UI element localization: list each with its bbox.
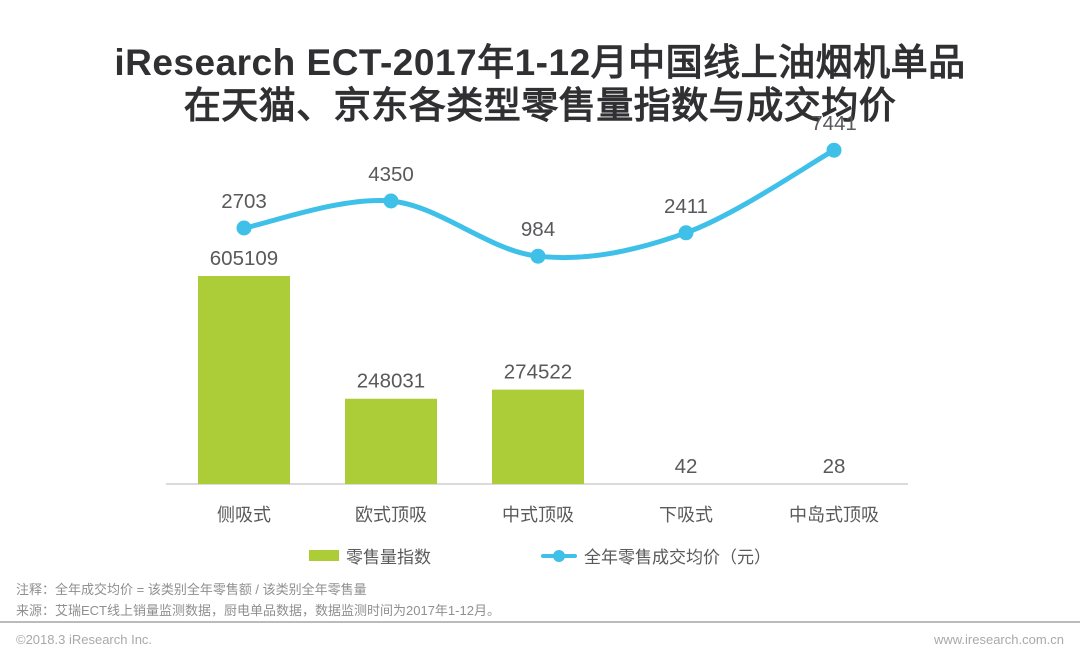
bar-value-label: 605109 [210,247,278,270]
line-value-label: 2411 [664,195,708,218]
line-point [826,142,842,158]
chart-title-line2: 在天猫、京东各类型零售量指数与成交均价 [183,85,897,127]
category-label: 中岛式顶吸 [789,505,879,525]
footer-divider [0,621,1080,623]
bar-series-label: 零售量指数 [346,548,431,567]
bar-value-label: 42 [675,455,698,478]
line-series-swatch-icon [541,549,577,562]
line-value-label: 7441 [811,112,857,135]
category-label: 下吸式 [659,505,713,525]
bar-value-label: 274522 [504,361,572,384]
bar-value-label: 28 [823,455,846,478]
category-label: 欧式顶吸 [355,505,427,525]
legend-item-line-series: 全年零售成交均价（元） [541,543,771,568]
chart-title: iResearch ECT-2017年1-12月中国线上油烟机单品 在天猫、京东… [0,41,1080,128]
category-label: 中式顶吸 [502,505,574,525]
bar-中式顶吸 [492,389,584,484]
trend-line [241,147,837,261]
bar-series-swatch-icon [309,550,339,561]
bar-侧吸式 [198,276,290,484]
bar-value-label: 248031 [357,370,425,393]
bar-欧式顶吸 [345,398,437,484]
line-value-label: 4350 [368,163,414,186]
line-point [236,220,252,236]
chart-title-line1: iResearch ECT-2017年1-12月中国线上油烟机单品 [114,41,966,83]
line-point [678,225,694,241]
line-point [530,248,546,264]
line-value-label: 984 [521,218,555,241]
legend-item-bar-series: 零售量指数 [309,543,431,568]
source-note: 来源：艾瑞ECT线上销量监测数据，厨电单品数据，数据监测时间为2017年1-12… [16,603,500,618]
copyright-text: ©2018.3 iResearch Inc. [16,632,153,647]
annotation-note: 注释：全年成交均价 = 该类别全年零售额 / 该类别全年零售量 [16,582,367,597]
category-label: 侧吸式 [217,505,271,525]
line-series-label: 全年零售成交均价（元） [584,548,771,567]
line-point [383,193,399,209]
line-value-label: 2703 [221,190,267,213]
chart-legend: 零售量指数 全年零售成交均价（元） [0,543,1080,568]
website-link[interactable]: www.iresearch.com.cn [933,632,1064,647]
